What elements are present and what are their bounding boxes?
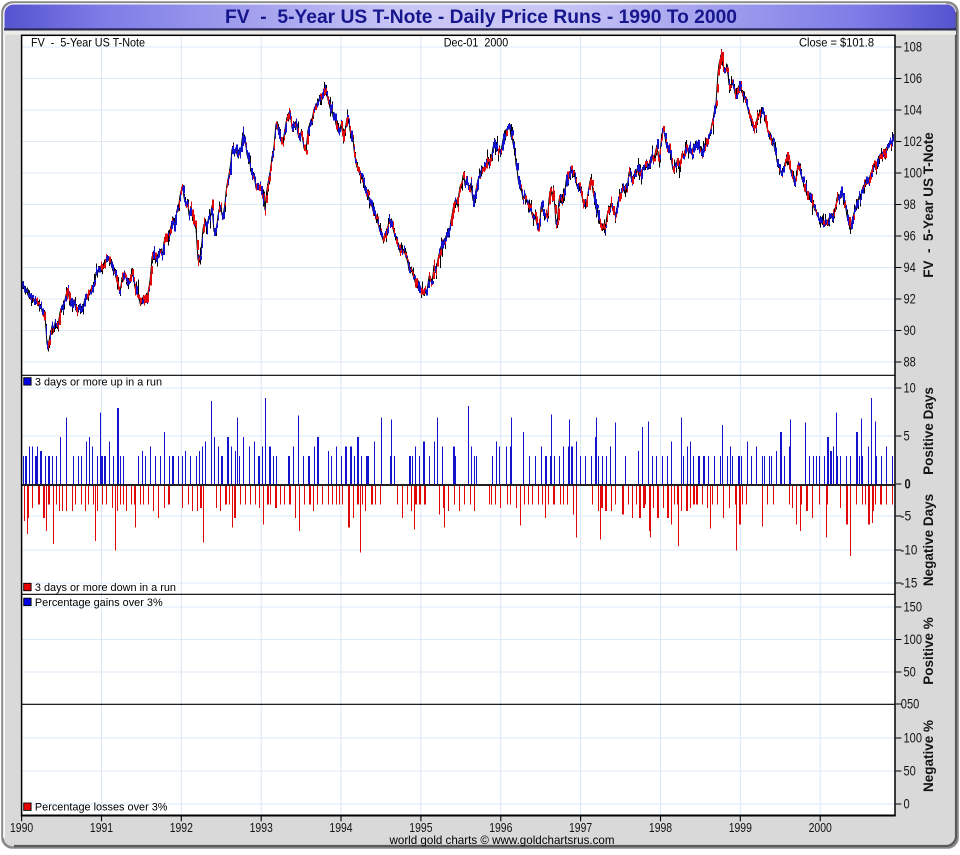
svg-text:Negative Days: Negative Days xyxy=(921,494,936,586)
svg-text:FV - 5-Year US T-Note - Dail: FV - 5-Year US T-Note - Daily Price Runs… xyxy=(225,6,737,28)
svg-text:1992: 1992 xyxy=(170,821,193,835)
svg-text:50: 50 xyxy=(904,665,917,680)
svg-text:0: 0 xyxy=(904,797,910,812)
svg-text:Dec-01 2000: Dec-01 2000 xyxy=(444,35,509,49)
svg-text:1997: 1997 xyxy=(569,821,592,835)
svg-text:106: 106 xyxy=(904,71,923,86)
svg-text:2000: 2000 xyxy=(809,821,832,835)
svg-text:Positive Days: Positive Days xyxy=(921,387,936,475)
svg-text:5: 5 xyxy=(904,429,910,444)
svg-text:050: 050 xyxy=(901,697,920,712)
svg-text:108: 108 xyxy=(904,40,923,55)
svg-text:1990: 1990 xyxy=(10,821,33,835)
svg-text:94: 94 xyxy=(904,260,917,275)
svg-text:88: 88 xyxy=(904,355,917,370)
svg-text:Negative %: Negative % xyxy=(921,720,936,792)
svg-text:1995: 1995 xyxy=(409,821,432,835)
svg-text:-15: -15 xyxy=(901,576,918,591)
svg-text:Close = $101.8: Close = $101.8 xyxy=(799,35,874,49)
svg-text:102: 102 xyxy=(904,134,923,149)
svg-text:Percentage gains over 3%: Percentage gains over 3% xyxy=(35,597,163,609)
svg-text:-5: -5 xyxy=(901,509,912,524)
svg-text:-10: -10 xyxy=(901,543,918,558)
svg-text:1996: 1996 xyxy=(489,821,512,835)
svg-text:1994: 1994 xyxy=(329,821,352,835)
svg-text:1991: 1991 xyxy=(90,821,113,835)
svg-text:98: 98 xyxy=(904,197,917,212)
svg-text:0: 0 xyxy=(905,477,911,492)
svg-text:100: 100 xyxy=(904,731,923,746)
svg-text:1998: 1998 xyxy=(649,821,672,835)
svg-text:3 days or more up in a run: 3 days or more up in a run xyxy=(35,376,162,388)
svg-text:world gold charts © www.goldch: world gold charts © www.goldchartsrus.co… xyxy=(389,834,615,847)
svg-text:3 days or more down in a run: 3 days or more down in a run xyxy=(35,582,176,594)
svg-text:1999: 1999 xyxy=(729,821,752,835)
svg-text:92: 92 xyxy=(904,292,916,307)
svg-text:1993: 1993 xyxy=(250,821,273,835)
svg-text:100: 100 xyxy=(904,632,923,647)
svg-text:FV - 5-Year US T-Note: FV - 5-Year US T-Note xyxy=(921,132,936,278)
svg-text:10: 10 xyxy=(904,381,917,396)
svg-text:104: 104 xyxy=(904,103,923,118)
svg-text:100: 100 xyxy=(904,166,923,181)
svg-text:150: 150 xyxy=(904,600,923,615)
svg-text:50: 50 xyxy=(904,764,917,779)
svg-text:96: 96 xyxy=(904,229,917,244)
svg-text:Positive %: Positive % xyxy=(921,617,936,685)
svg-text:Percentage losses over 3%: Percentage losses over 3% xyxy=(35,802,168,814)
svg-text:90: 90 xyxy=(904,323,917,338)
svg-text:FV - 5-Year US T-Note: FV - 5-Year US T-Note xyxy=(31,35,145,49)
